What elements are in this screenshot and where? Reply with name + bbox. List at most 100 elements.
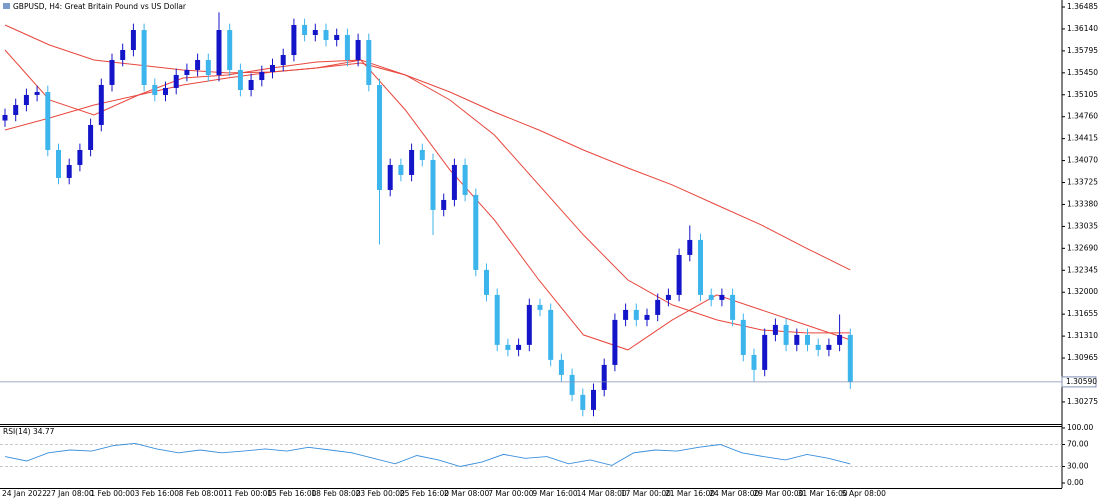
candle-body: [398, 164, 404, 175]
candle-body: [826, 344, 832, 350]
y-tick-label: 1.33380: [1067, 199, 1098, 208]
candle-body: [526, 304, 532, 345]
candle-body: [216, 30, 222, 75]
candle-body: [847, 334, 853, 382]
candle-body: [259, 71, 265, 81]
x-tick-label: 31 Mar 16:00: [798, 489, 848, 498]
y-tick-label: 1.36140: [1067, 24, 1098, 33]
x-tick-label: 2 Mar 08:00: [444, 489, 490, 498]
candle-body: [633, 309, 639, 320]
y-tick-label: 1.30965: [1067, 353, 1098, 362]
candle-body: [687, 239, 693, 255]
candle-body: [344, 34, 350, 60]
candle-body: [377, 84, 382, 190]
candle-body: [451, 164, 457, 200]
candle-body: [623, 309, 629, 320]
y-tick-label: 1.34415: [1067, 134, 1098, 143]
y-tick-label: 1.32345: [1067, 265, 1098, 274]
y-tick-label: 1.30275: [1067, 397, 1098, 406]
candle-body: [227, 30, 233, 70]
candle-body: [163, 87, 168, 95]
candle-body: [473, 194, 479, 270]
x-tick-label: 23 Feb 00:00: [356, 489, 405, 498]
candle-body: [612, 319, 618, 365]
y-tick-label: 1.32000: [1067, 287, 1098, 296]
x-tick-label: 11 Feb 00:00: [223, 489, 272, 498]
candle-body: [719, 294, 725, 300]
candle-body: [280, 55, 286, 65]
candle-body: [2, 114, 8, 121]
x-tick-label: 24 Jan 2022: [2, 489, 47, 498]
candle-body: [195, 59, 201, 70]
x-tick-label: 9 Mar 16:00: [532, 489, 578, 498]
y-tick-label: 1.35105: [1067, 90, 1098, 99]
candle-body: [665, 294, 671, 300]
candle-body: [783, 324, 789, 345]
x-tick-label: 24 Mar 08:00: [709, 489, 759, 498]
candle-body: [708, 294, 714, 300]
candle-body: [355, 40, 361, 60]
candle-body: [430, 159, 436, 210]
candle-body: [580, 394, 586, 410]
x-tick-label: 5 Apr 08:00: [842, 489, 886, 498]
current-price-label: 1.30590: [1066, 377, 1097, 386]
candle-body: [805, 334, 810, 345]
candle-body: [141, 30, 147, 85]
candle-body: [484, 269, 489, 295]
candle-body: [334, 34, 340, 41]
candle-body: [88, 124, 94, 150]
candle-body: [130, 30, 136, 50]
x-tick-label: 21 Mar 16:00: [665, 489, 715, 498]
candle-body: [184, 69, 190, 75]
candle-body: [837, 334, 843, 345]
x-tick-label: 1 Feb 00:00: [90, 489, 135, 498]
candle-body: [815, 344, 821, 350]
y-tick-label: 1.33035: [1067, 221, 1098, 230]
candle-body: [23, 94, 29, 105]
candle-body: [740, 319, 746, 355]
y-tick-label: 1.33725: [1067, 178, 1098, 187]
candle-body: [494, 294, 500, 345]
candle-body: [516, 344, 522, 350]
candle-body: [173, 74, 179, 88]
candle-body: [248, 80, 254, 90]
candle-body: [762, 334, 768, 370]
x-tick-label: 15 Feb 16:00: [267, 489, 316, 498]
candle-body: [323, 30, 329, 41]
candle-body: [366, 40, 372, 85]
candle-body: [56, 149, 61, 178]
candle-body: [548, 309, 554, 360]
current-price-box: [1061, 376, 1097, 388]
candle-body: [98, 84, 104, 125]
candle-body: [676, 254, 682, 295]
y-tick-label: 1.31655: [1067, 309, 1098, 318]
candle-body: [77, 149, 83, 165]
candle-body: [644, 314, 650, 320]
y-tick-label: 1.32690: [1067, 243, 1098, 252]
chart-title: GBPUSD, H4: Great Britain Pound vs US Do…: [13, 2, 187, 11]
y-tick-label: 1.36485: [1067, 2, 1098, 11]
candle-body: [730, 294, 736, 320]
x-tick-label: 25 Feb 16:00: [400, 489, 449, 498]
x-tick-label: 29 Mar 00:00: [753, 489, 803, 498]
candle-body: [441, 199, 447, 210]
candle-body: [34, 91, 40, 95]
candle-body: [601, 364, 607, 390]
candle-body: [120, 49, 126, 60]
candle-body: [270, 64, 275, 72]
candle-body: [205, 59, 211, 75]
symbol-icon: [3, 3, 10, 9]
candle-body: [302, 24, 308, 35]
rsi-title: RSI(14) 34.77: [3, 427, 55, 436]
candle-body: [152, 84, 158, 95]
x-tick-label: 27 Jan 08:00: [46, 489, 94, 498]
x-tick-label: 3 Feb 16:00: [135, 489, 180, 498]
moving-average: [4, 62, 851, 271]
candle-body: [569, 374, 575, 395]
candle-body: [109, 59, 115, 85]
candle-body: [237, 69, 243, 90]
candle-body: [419, 149, 425, 160]
candle-body: [655, 299, 661, 315]
candle-body: [537, 304, 543, 310]
